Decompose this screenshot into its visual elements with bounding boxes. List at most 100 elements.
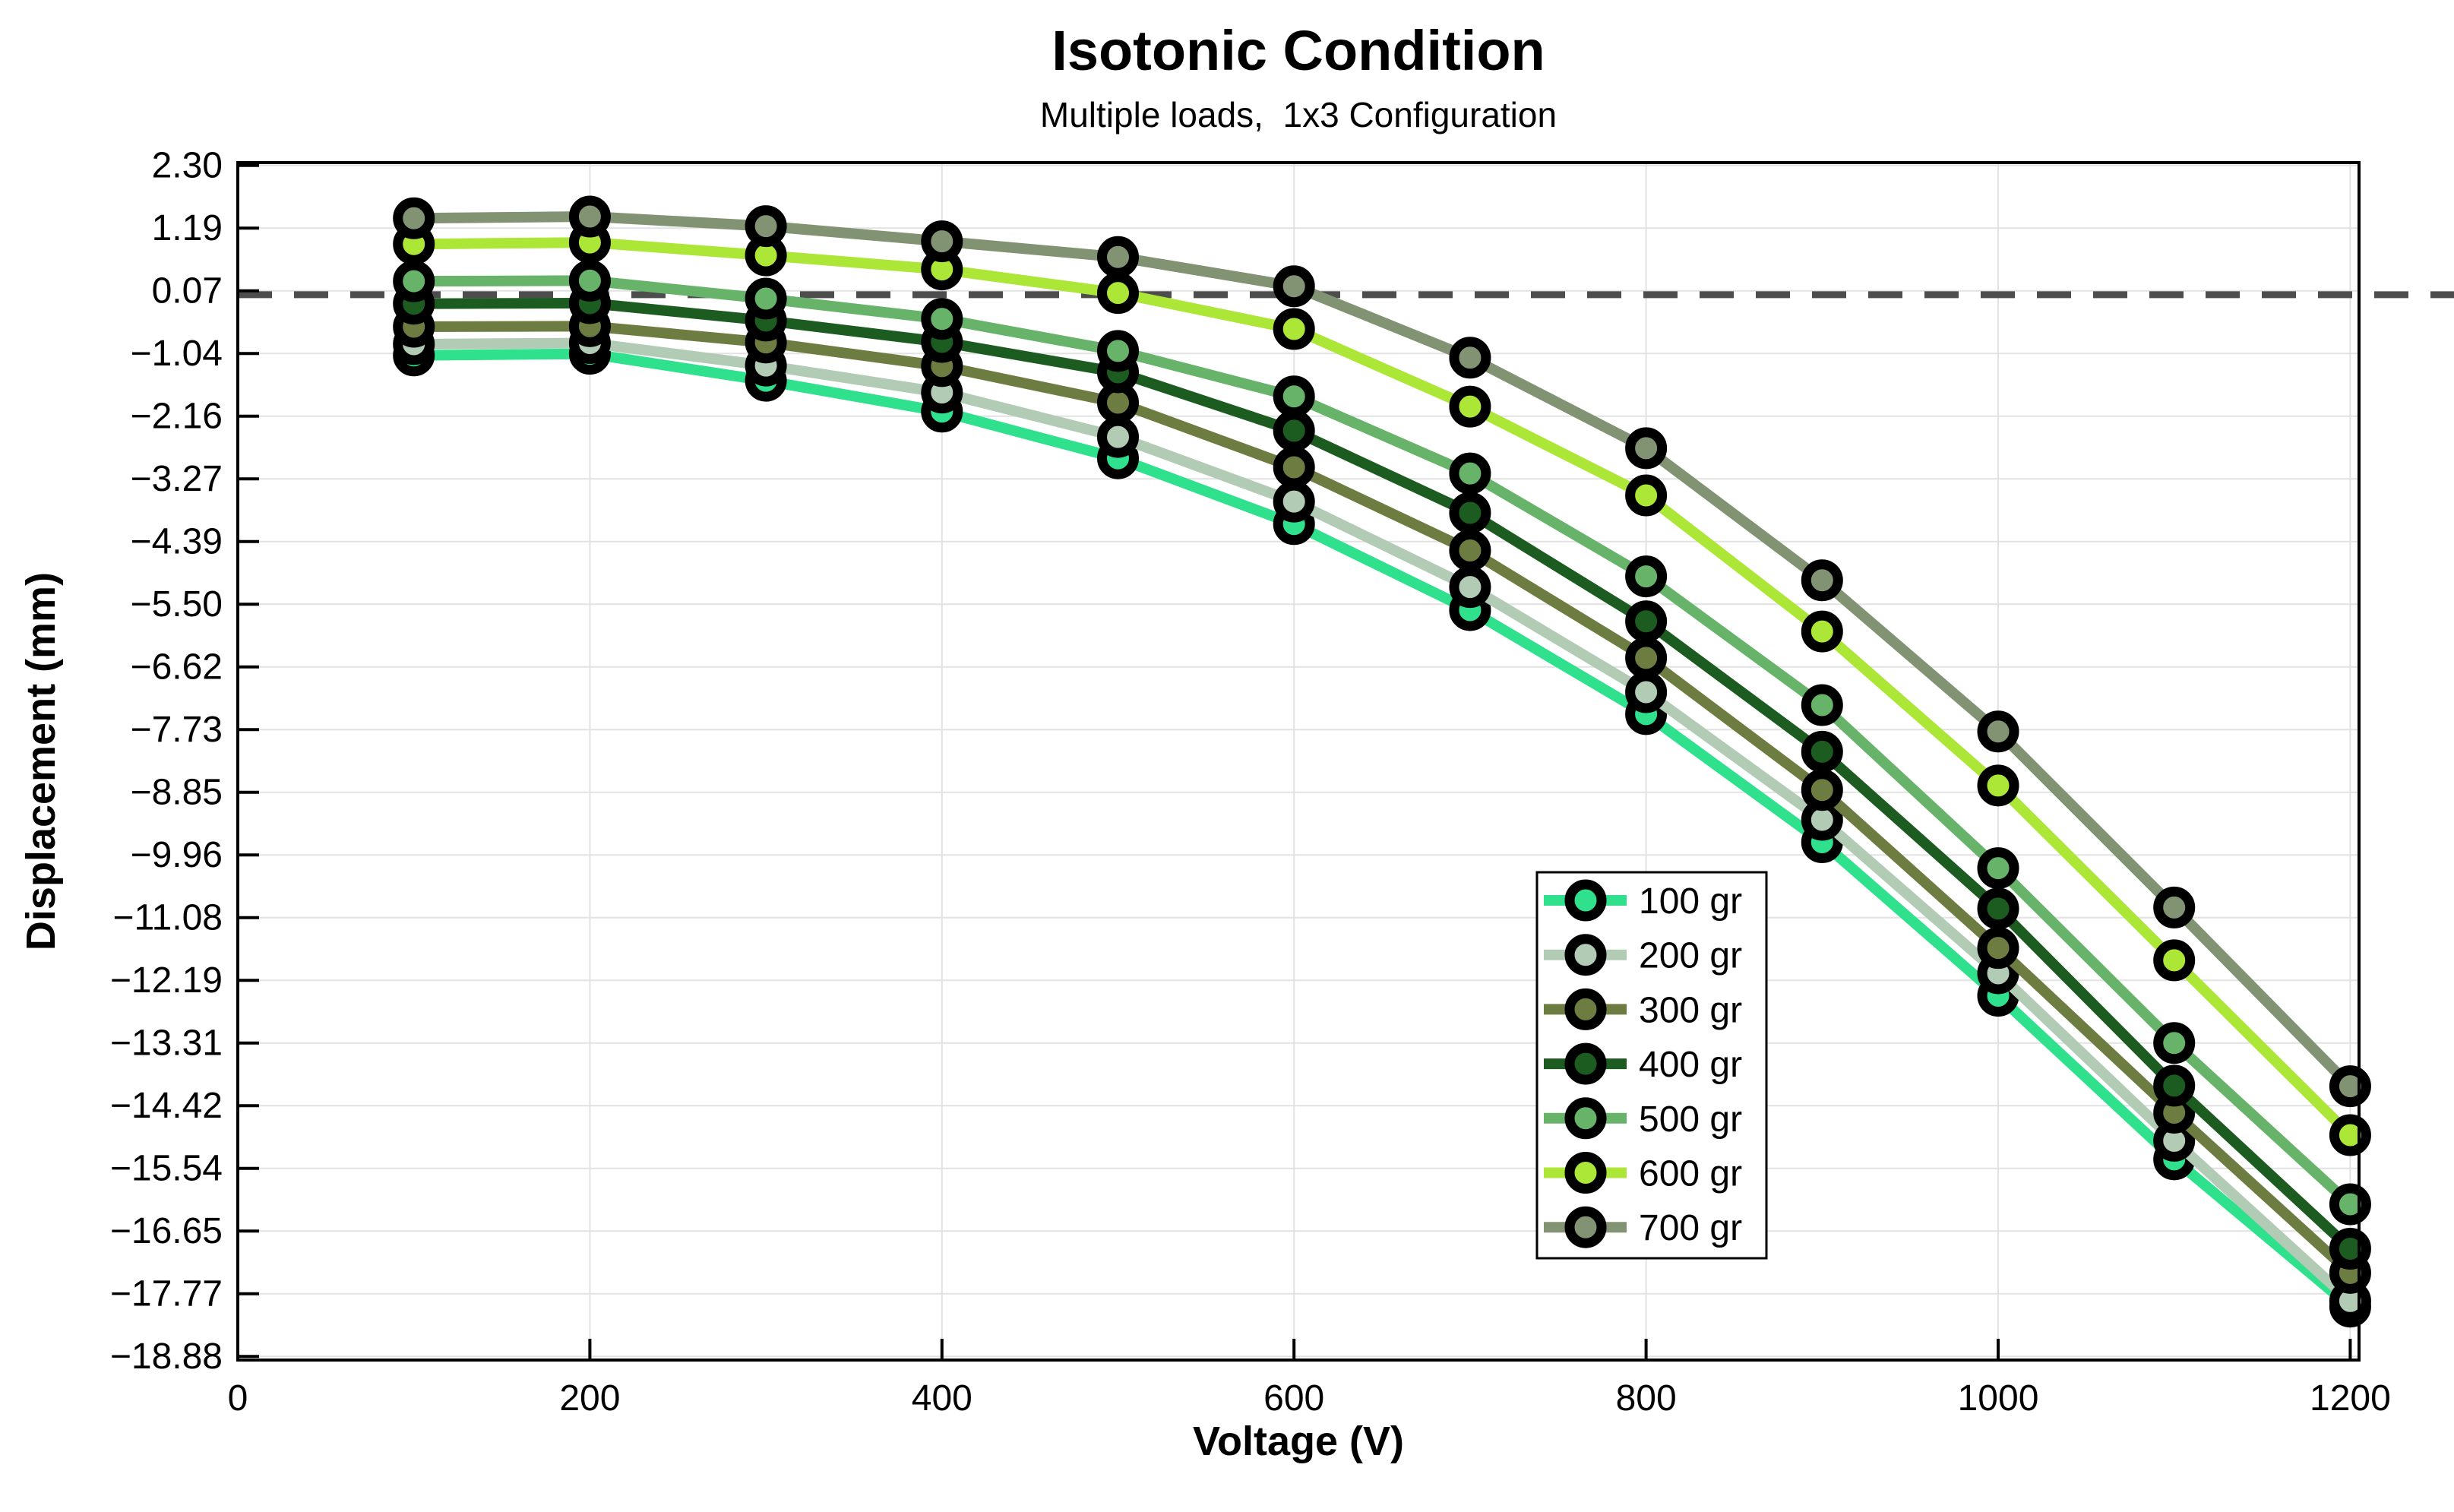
- y-tick-label: −12.19: [110, 960, 223, 1001]
- y-tick-label: −5.50: [131, 584, 223, 625]
- y-tick-label: −3.27: [131, 459, 223, 499]
- marker-600-gr-1000V: [1977, 764, 2019, 807]
- y-tick-label: −7.73: [131, 710, 223, 750]
- x-tick-label: 200: [559, 1378, 620, 1419]
- marker-600-gr-1100V: [2153, 939, 2196, 982]
- marker-500-gr-1200V: [2329, 1183, 2371, 1226]
- marker-500-gr-900V: [1801, 684, 1843, 726]
- marker-200-gr-800V: [1625, 671, 1668, 713]
- x-tick-label: 800: [1616, 1378, 1677, 1419]
- series-line-500-gr: [408, 275, 2356, 1210]
- y-tick-label: −13.31: [110, 1023, 223, 1064]
- marker-700-gr-1200V: [2329, 1065, 2371, 1108]
- marker-300-gr-1000V: [1977, 927, 2019, 970]
- x-tick-label: 400: [912, 1378, 972, 1419]
- marker-500-gr-700V: [1449, 452, 1491, 495]
- y-tick-label: −6.62: [131, 647, 223, 688]
- marker-700-gr-300V: [745, 205, 787, 248]
- chart-title: Isotonic Condition: [1051, 19, 1545, 82]
- y-tick-label: −4.39: [131, 522, 223, 562]
- marker-700-gr-600V: [1273, 265, 1315, 308]
- y-tick-label: −18.88: [110, 1336, 223, 1377]
- marker-700-gr-800V: [1625, 427, 1668, 470]
- marker-500-gr-1000V: [1977, 847, 2019, 890]
- x-axis-label: Voltage (V): [1192, 1419, 1404, 1464]
- legend-marker-600-gr: [1564, 1152, 1607, 1194]
- marker-300-gr-900V: [1801, 769, 1843, 811]
- marker-500-gr-100V: [393, 260, 435, 302]
- marker-200-gr-500V: [1097, 416, 1140, 458]
- x-tick-label: 1000: [1958, 1378, 2039, 1419]
- x-tick-label: 600: [1263, 1378, 1324, 1419]
- legend-marker-200-gr: [1564, 934, 1607, 976]
- marker-600-gr-1200V: [2329, 1114, 2371, 1156]
- marker-400-gr-900V: [1801, 730, 1843, 773]
- y-tick-label: 2.30: [152, 146, 223, 186]
- y-tick-label: −2.16: [131, 397, 223, 437]
- marker-300-gr-800V: [1625, 637, 1668, 679]
- marker-700-gr-200V: [568, 195, 611, 238]
- marker-600-gr-800V: [1625, 474, 1668, 517]
- marker-200-gr-700V: [1449, 566, 1491, 609]
- marker-200-gr-600V: [1273, 480, 1315, 523]
- y-tick-label: −9.96: [131, 835, 223, 875]
- legend-label-200-gr: 200 gr: [1639, 936, 1742, 976]
- marker-400-gr-1000V: [1977, 887, 2019, 930]
- marker-700-gr-400V: [921, 220, 963, 263]
- marker-700-gr-900V: [1801, 559, 1843, 602]
- marker-400-gr-1100V: [2153, 1064, 2196, 1107]
- y-tick-label: −16.65: [110, 1211, 223, 1251]
- legend-marker-500-gr: [1564, 1097, 1607, 1140]
- legend-label-700-gr: 700 gr: [1639, 1208, 1742, 1248]
- x-tick-label: 1200: [2310, 1378, 2391, 1419]
- legend-label-300-gr: 300 gr: [1639, 990, 1742, 1030]
- legend-label-600-gr: 600 gr: [1639, 1154, 1742, 1194]
- marker-400-gr-600V: [1273, 410, 1315, 452]
- marker-600-gr-900V: [1801, 610, 1843, 653]
- x-tick-label: 0: [228, 1378, 248, 1419]
- series-line-400-gr: [408, 297, 2356, 1254]
- marker-500-gr-200V: [568, 259, 611, 302]
- marker-700-gr-1000V: [1977, 710, 2019, 753]
- marker-500-gr-1100V: [2153, 1022, 2196, 1064]
- y-tick-label: 1.19: [152, 208, 223, 248]
- chart-subtitle: Multiple loads, 1x3 Configuration: [1039, 95, 1557, 134]
- marker-400-gr-800V: [1625, 600, 1668, 643]
- legend-label-400-gr: 400 gr: [1639, 1045, 1742, 1085]
- marker-600-gr-500V: [1097, 272, 1140, 315]
- marker-700-gr-1100V: [2153, 886, 2196, 928]
- y-tick-label: −11.08: [112, 898, 223, 938]
- marker-400-gr-1200V: [2329, 1227, 2371, 1270]
- y-tick-label: −17.77: [110, 1274, 223, 1314]
- y-tick-label: 0.07: [152, 271, 223, 312]
- marker-700-gr-100V: [393, 197, 435, 239]
- legend-label-100-gr: 100 gr: [1639, 881, 1742, 922]
- marker-300-gr-700V: [1449, 530, 1491, 572]
- y-tick-label: −1.04: [131, 334, 223, 374]
- marker-700-gr-500V: [1097, 236, 1140, 278]
- series-line-600-gr: [408, 237, 2356, 1141]
- plot-box: [236, 161, 2361, 1362]
- legend-label-500-gr: 500 gr: [1639, 1099, 1742, 1140]
- y-tick-label: −14.42: [110, 1086, 223, 1126]
- marker-700-gr-700V: [1449, 337, 1491, 379]
- marker-500-gr-500V: [1097, 330, 1140, 372]
- marker-500-gr-800V: [1625, 555, 1668, 598]
- marker-600-gr-600V: [1273, 308, 1315, 350]
- marker-400-gr-700V: [1449, 492, 1491, 534]
- y-tick-label: −8.85: [131, 773, 223, 813]
- marker-500-gr-400V: [921, 298, 963, 340]
- y-tick-label: −15.54: [110, 1149, 223, 1189]
- series-line-100-gr: [408, 348, 2356, 1312]
- marker-300-gr-600V: [1273, 446, 1315, 489]
- marker-600-gr-700V: [1449, 385, 1491, 428]
- series-line-300-gr: [408, 321, 2356, 1279]
- marker-500-gr-300V: [745, 277, 787, 320]
- series-line-700-gr: [408, 211, 2356, 1092]
- legend-marker-300-gr: [1564, 988, 1607, 1030]
- legend-marker-100-gr: [1564, 879, 1607, 922]
- legend-marker-700-gr: [1564, 1206, 1607, 1248]
- legend-marker-400-gr: [1564, 1042, 1607, 1085]
